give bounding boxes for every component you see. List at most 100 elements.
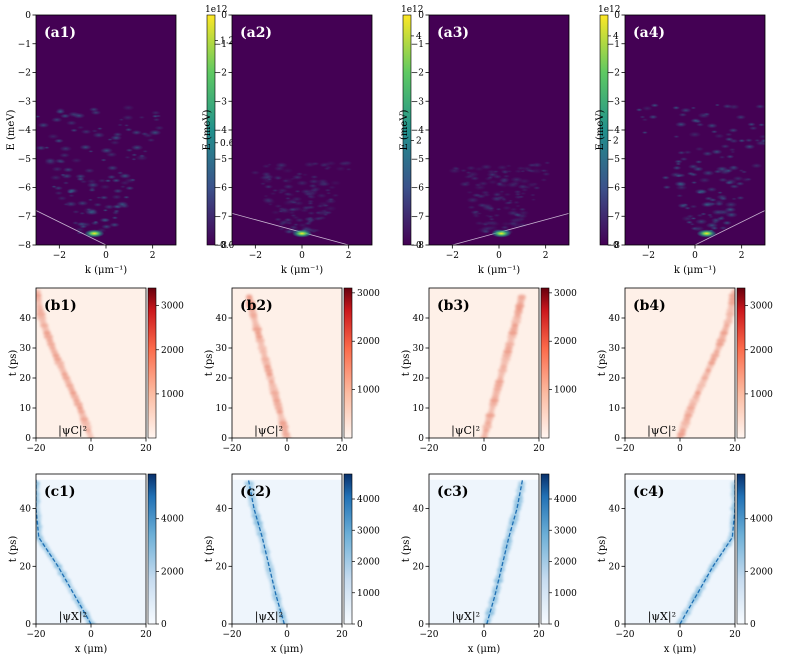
- density-blob: [268, 383, 277, 388]
- speckle: [72, 210, 80, 214]
- speckle: [303, 161, 316, 168]
- speckle: [661, 175, 670, 180]
- speckle: [480, 164, 493, 170]
- x-tick-label: 2: [346, 251, 352, 261]
- plot-area: [429, 15, 569, 245]
- colorbar-tick-label: 1000: [554, 386, 577, 396]
- x-tick-label: −2: [642, 251, 655, 261]
- speckle: [741, 177, 752, 183]
- speckle: [679, 157, 688, 162]
- speckle: [514, 192, 522, 196]
- density-blob: [271, 394, 280, 400]
- density-blob: [276, 610, 286, 616]
- y-tick-label: 10: [216, 404, 228, 414]
- density-blob: [261, 360, 271, 366]
- speckle: [714, 103, 720, 107]
- top-band: [429, 474, 539, 480]
- panel-label: (c4): [633, 484, 665, 500]
- speckle: [282, 179, 289, 183]
- colorbar-tick-label: 3000: [750, 302, 773, 312]
- speckle: [706, 213, 713, 217]
- x-tick-label: −20: [420, 630, 439, 640]
- heatmap-background: [232, 15, 372, 245]
- x-tick-label: −20: [616, 444, 635, 454]
- speckle: [70, 128, 78, 133]
- speckle: [476, 227, 489, 233]
- speckle: [125, 148, 134, 152]
- speckle: [501, 170, 509, 175]
- panel-label: (b1): [44, 298, 77, 314]
- speckle: [289, 225, 299, 230]
- speckle: [59, 152, 71, 158]
- speckle: [750, 163, 763, 169]
- colorbar-tick-label: 2000: [161, 346, 184, 356]
- speckle: [731, 197, 737, 201]
- panel-a3: −2 0 2 0 −1 −2 −3 −4 −5 −6 −7 −8 k (μm⁻¹) E (meV) (a3)…: [399, 5, 621, 276]
- colorbar-tick-label: 1.2: [220, 37, 234, 47]
- density-blob: [507, 338, 515, 343]
- x-axis-label: x (μm): [271, 644, 304, 655]
- density-blob: [52, 353, 60, 358]
- density-blob: [498, 371, 506, 377]
- density-blob: [78, 413, 87, 418]
- speckle: [672, 105, 681, 110]
- colorbar: [540, 287, 550, 439]
- x-tick-label: −20: [223, 630, 242, 640]
- speckle: [307, 201, 314, 205]
- density-blob: [76, 405, 84, 411]
- speckle: [755, 104, 765, 109]
- panel-label: (c1): [44, 484, 76, 500]
- speckle: [62, 181, 70, 185]
- colorbar-tick-label: 0: [554, 620, 560, 630]
- speckle: [459, 181, 471, 187]
- density-blob: [728, 296, 735, 302]
- x-axis-label: x (μm): [468, 644, 501, 655]
- speckle: [296, 180, 309, 186]
- density-blob: [500, 356, 511, 362]
- speckle: [106, 165, 119, 171]
- density-blob: [79, 416, 89, 422]
- speckle: [86, 182, 100, 188]
- speckle: [51, 166, 63, 172]
- colorbar-tick-label: 0: [613, 241, 619, 251]
- speckle: [152, 118, 161, 122]
- speckle: [710, 149, 723, 155]
- colorbar: [736, 473, 746, 625]
- speckle: [542, 172, 551, 177]
- speckle: [681, 215, 694, 222]
- density-annotation: |ψX|²: [452, 610, 480, 624]
- y-tick-label: 10: [20, 404, 32, 414]
- y-tick-label: 40: [216, 314, 228, 324]
- speckle: [54, 158, 66, 164]
- speckle: [513, 190, 522, 194]
- speckle: [744, 138, 753, 143]
- density-blob: [65, 383, 74, 388]
- density-blob: [677, 431, 686, 437]
- density-blob: [43, 330, 51, 336]
- colorbar-tick-label: 1000: [357, 589, 380, 599]
- speckle: [269, 191, 277, 196]
- speckle: [138, 154, 146, 158]
- y-tick-label: 20: [413, 562, 425, 572]
- speckle: [261, 177, 274, 184]
- speckle: [121, 114, 134, 121]
- density-blob: [710, 353, 720, 358]
- density-blob: [245, 294, 253, 300]
- density-blob: [36, 315, 47, 321]
- colorbar-tick-label: 2000: [554, 337, 577, 347]
- speckle: [482, 193, 491, 197]
- colorbar-tick-label: 4000: [161, 515, 184, 525]
- speckle: [277, 191, 284, 195]
- speckle: [497, 182, 510, 188]
- speckle: [512, 200, 521, 205]
- speckle: [487, 179, 499, 185]
- speckle: [760, 138, 765, 143]
- speckle: [465, 165, 477, 171]
- y-tick-label: 20: [413, 374, 425, 384]
- plot-area: [625, 474, 735, 624]
- speckle: [99, 195, 109, 200]
- density-blob: [485, 413, 495, 418]
- y-tick-label: −8: [214, 241, 228, 251]
